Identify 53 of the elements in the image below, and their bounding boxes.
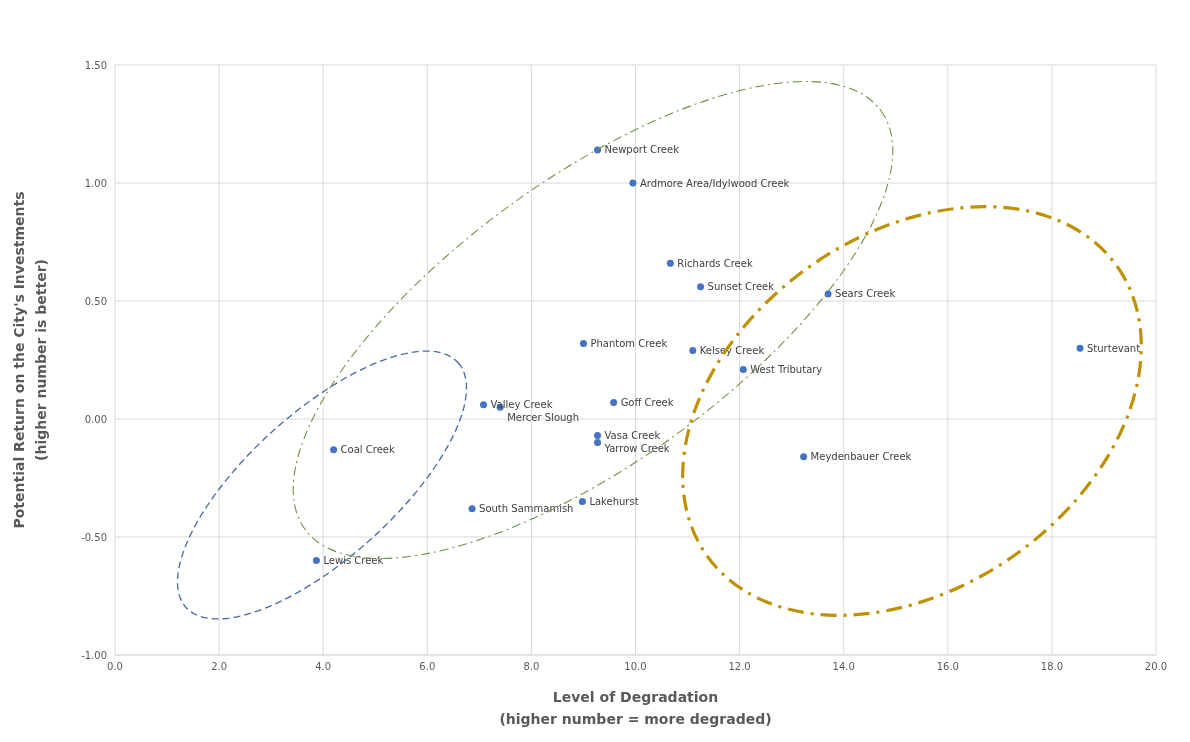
y-tick-label: 1.50: [84, 59, 107, 71]
data-label: Coal Creek: [340, 444, 395, 456]
x-tick-label: 2.0: [211, 661, 228, 673]
y-tick-label: 0.50: [84, 295, 107, 307]
x-tick-label: 4.0: [315, 661, 332, 673]
point: [800, 453, 808, 461]
point: [480, 401, 488, 409]
point: [330, 446, 338, 454]
point: [610, 398, 618, 406]
point: [689, 347, 697, 355]
y-tick-label: 1.00: [84, 177, 107, 189]
point: [578, 498, 586, 506]
point: [312, 557, 320, 565]
data-label: Yarrow Creek: [603, 443, 670, 455]
point: [697, 283, 705, 291]
point: [1076, 344, 1084, 352]
x-tick-label: 12.0: [728, 661, 751, 673]
data-label: Vasa Creek: [604, 430, 661, 442]
point: [579, 339, 587, 347]
data-label: Lakehurst: [589, 496, 639, 508]
data-label: Sunset Creek: [707, 281, 775, 293]
x-axis-title: Level of Degradation (higher number = more degraded): [498, 688, 773, 729]
data-label: Sears Creek: [835, 288, 896, 300]
data-label: South Sammamish: [479, 503, 574, 515]
data-label: Newport Creek: [604, 144, 680, 156]
x-tick-label: 8.0: [523, 661, 540, 673]
data-label: Lewis Creek: [323, 555, 384, 567]
x-tick-label: 6.0: [419, 661, 436, 673]
x-tick-label: 10.0: [624, 661, 647, 673]
y-tick-label: -0.50: [81, 531, 107, 543]
y-tick-label: -1.00: [81, 649, 107, 661]
point: [594, 432, 601, 440]
point: [594, 439, 601, 447]
data-label: Mercer Slough: [507, 412, 580, 424]
data-label: Meydenbauer Creek: [810, 451, 912, 463]
point: [468, 505, 476, 513]
x-tick-label: 16.0: [936, 661, 959, 673]
data-label: West Tributary: [750, 363, 823, 375]
point: [629, 179, 637, 187]
data-label: Richards Creek: [677, 257, 753, 269]
data-label: Valley Creek: [490, 399, 553, 411]
x-tick-label: 18.0: [1040, 661, 1064, 673]
y-tick-label: 0.00: [84, 413, 107, 425]
x-tick-label: 14.0: [832, 661, 855, 673]
point: [739, 365, 747, 373]
y-axis-title: Potential Return on the City's Investments (higher number is better): [10, 190, 50, 531]
x-tick-label: 20.0: [1144, 661, 1168, 673]
point: [666, 259, 674, 267]
data-label: Sturtevant: [1087, 342, 1141, 354]
data-label: Ardmore Area/Idylwood Creek: [639, 177, 790, 189]
data-label: Phantom Creek: [590, 337, 668, 349]
x-tick-label: 0.0: [107, 661, 123, 673]
data-label: Goff Creek: [620, 396, 674, 408]
